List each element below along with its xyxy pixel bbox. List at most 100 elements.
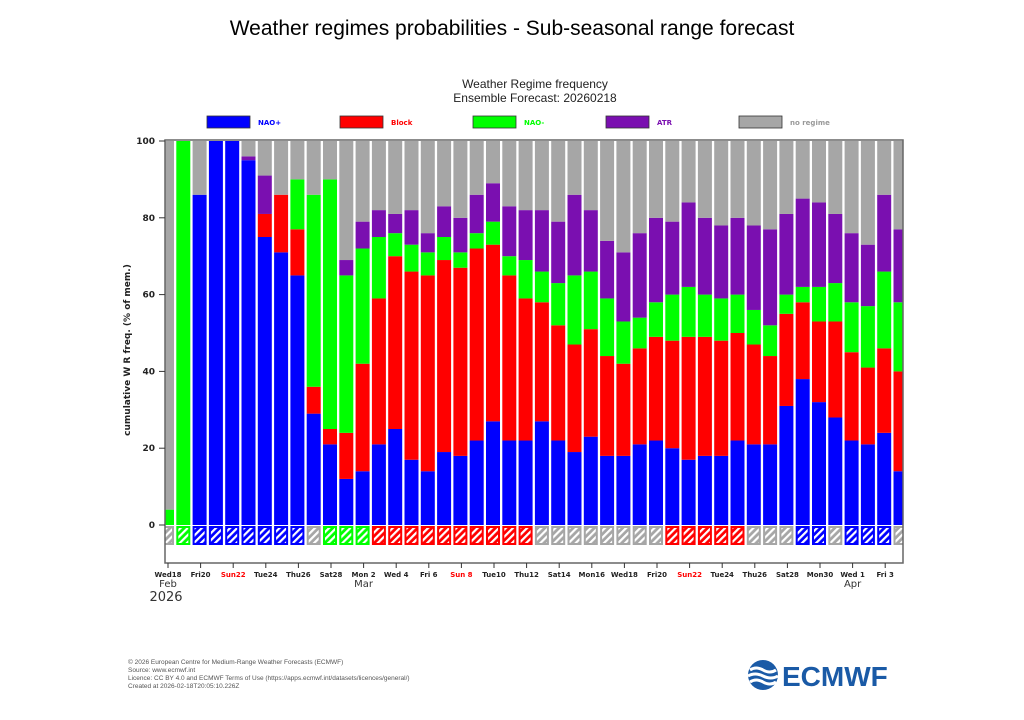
bar-stack-2026-02-19 xyxy=(176,141,191,525)
bar-block-2026-03-29 xyxy=(795,302,810,380)
bar-block-2026-03-09 xyxy=(469,248,484,441)
bar-no-regime-2026-02-25 xyxy=(274,141,289,195)
bar-block-2026-03-06 xyxy=(420,275,435,472)
bar-nao-2026-02-23 xyxy=(241,160,256,525)
bar-stack-2026-02-25 xyxy=(274,141,289,526)
bar-no-regime-2026-03-21 xyxy=(665,141,680,222)
dominant-regime-symbol-2026-03-30 xyxy=(812,526,826,545)
dominant-regime-symbol-2026-03-05 xyxy=(404,526,419,545)
bar-nao-2026-03-05 xyxy=(404,244,419,272)
bar-stack-2026-03-11 xyxy=(502,141,517,525)
legend-label-atr: ATR xyxy=(657,119,673,127)
x-tick-label: Tue24 xyxy=(710,571,734,579)
bar-no-regime-2026-02-23 xyxy=(241,141,256,157)
bar-nao-2026-04-01 xyxy=(844,302,859,353)
bar-nao-2026-04-02 xyxy=(860,306,875,368)
bar-no-regime-2026-03-27 xyxy=(763,141,778,230)
bar-nao-2026-02-21 xyxy=(208,141,223,525)
bar-atr-2026-03-26 xyxy=(746,225,761,310)
bar-no-regime-2026-02-26 xyxy=(290,141,305,180)
dominant-regime-symbol-2026-02-26 xyxy=(290,526,305,545)
bar-no-regime-2026-03-10 xyxy=(486,141,500,184)
bar-stack-2026-03-19 xyxy=(632,141,647,525)
bar-no-regime-2026-03-08 xyxy=(453,141,468,218)
bar-stack-2026-04-03 xyxy=(877,141,892,525)
bar-no-regime-2026-03-05 xyxy=(404,141,419,211)
bar-nao-2026-02-26 xyxy=(290,179,305,230)
dominant-regime-symbol-2026-03-31 xyxy=(828,526,843,545)
bar-stack-2026-03-05 xyxy=(404,141,419,525)
bar-nao-2026-03-08 xyxy=(453,252,468,268)
y-tick-label: 60 xyxy=(142,291,155,301)
x-tick-label: Wed18 xyxy=(611,571,638,579)
bar-atr-2026-03-01 xyxy=(339,260,354,276)
legend-swatch-nao xyxy=(206,115,251,129)
bar-atr-2026-03-16 xyxy=(583,210,598,272)
ecmwf-logo: ECMWF xyxy=(746,658,898,697)
x-tick-label: Sat28 xyxy=(320,571,343,579)
dominant-regime-symbol-2026-03-22 xyxy=(681,526,696,545)
dominant-regime-symbol-2026-03-28 xyxy=(779,526,794,545)
dominant-regime-symbol-2026-02-19 xyxy=(176,526,191,545)
bar-nao-2026-03-28 xyxy=(779,294,794,314)
bar-stack-2026-03-25 xyxy=(730,141,745,525)
bar-stack-2026-03-08 xyxy=(453,141,468,525)
x-tick-label: Sat28 xyxy=(776,571,799,579)
bar-no-regime-2026-02-18 xyxy=(165,141,174,510)
bar-atr-2026-03-19 xyxy=(632,233,647,318)
bar-block-2026-03-16 xyxy=(583,329,598,437)
bar-stack-2026-02-21 xyxy=(208,141,223,525)
bar-stack-2026-03-30 xyxy=(812,141,826,525)
bar-atr-2026-03-12 xyxy=(518,210,533,261)
dominant-regime-symbol-2026-03-26 xyxy=(746,526,761,545)
y-axis-label: cumulative W R freq. (% of mem.) xyxy=(123,264,133,436)
ecmwf-wave-icon xyxy=(747,660,779,690)
bar-no-regime-2026-03-22 xyxy=(681,141,696,203)
bar-stack-2026-03-14 xyxy=(551,141,566,525)
bar-block-2026-03-31 xyxy=(828,321,843,418)
x-tick-label: Fri20 xyxy=(191,571,211,579)
bar-nao-2026-03-17 xyxy=(600,455,615,525)
bar-atr-2026-03-05 xyxy=(404,210,419,245)
bar-nao-2026-03-06 xyxy=(420,252,435,276)
bar-block-2026-03-05 xyxy=(404,271,419,460)
bar-nao-2026-03-02 xyxy=(355,248,370,364)
bar-no-regime-2026-03-24 xyxy=(714,141,729,226)
bar-nao-2026-03-11 xyxy=(502,256,517,276)
dominant-regime-symbol-2026-02-20 xyxy=(192,526,207,545)
bar-nao-2026-03-27 xyxy=(763,444,778,525)
bar-stack-2026-03-03 xyxy=(371,141,386,525)
dominant-regime-symbol-2026-04-04 xyxy=(893,526,903,545)
bar-nao-2026-02-27 xyxy=(306,413,321,525)
bar-nao-2026-03-05 xyxy=(404,459,419,525)
bar-block-2026-03-30 xyxy=(812,321,826,403)
bar-block-2026-03-08 xyxy=(453,267,468,456)
bar-nao-2026-03-27 xyxy=(763,325,778,357)
bar-nao-2026-02-24 xyxy=(257,237,272,525)
bar-no-regime-2026-03-09 xyxy=(469,141,484,195)
bar-nao-2026-04-03 xyxy=(877,432,892,525)
dominant-regime-symbol-2026-02-18 xyxy=(165,526,174,545)
x-tick-label: Tue24 xyxy=(254,571,278,579)
bar-block-2026-04-04 xyxy=(893,371,903,472)
bar-nao-2026-03-07 xyxy=(437,452,452,525)
bar-stack-2026-03-24 xyxy=(714,141,729,525)
bar-block-2026-03-11 xyxy=(502,275,517,441)
bar-no-regime-2026-03-30 xyxy=(812,141,826,203)
bar-nao-2026-02-28 xyxy=(323,444,337,525)
bar-nao-2026-03-02 xyxy=(355,471,370,525)
x-tick-label: Mon 2 xyxy=(352,571,376,579)
bar-block-2026-02-26 xyxy=(290,229,305,276)
bar-block-2026-03-14 xyxy=(551,325,566,441)
bar-nao-2026-03-30 xyxy=(812,286,826,322)
bar-stack-2026-02-20 xyxy=(192,141,207,525)
bar-nao-2026-03-09 xyxy=(469,440,484,525)
bar-nao-2026-03-09 xyxy=(469,233,484,249)
x-tick-label: Sun22 xyxy=(221,571,246,579)
bar-block-2026-03-24 xyxy=(714,340,729,456)
bar-no-regime-2026-03-29 xyxy=(795,141,810,199)
bar-nao-2026-03-17 xyxy=(600,298,615,357)
footer-credits: © 2026 European Centre for Medium-Range … xyxy=(128,659,410,691)
bar-no-regime-2026-03-15 xyxy=(567,141,582,195)
dominant-regime-symbol-2026-02-21 xyxy=(208,526,223,545)
